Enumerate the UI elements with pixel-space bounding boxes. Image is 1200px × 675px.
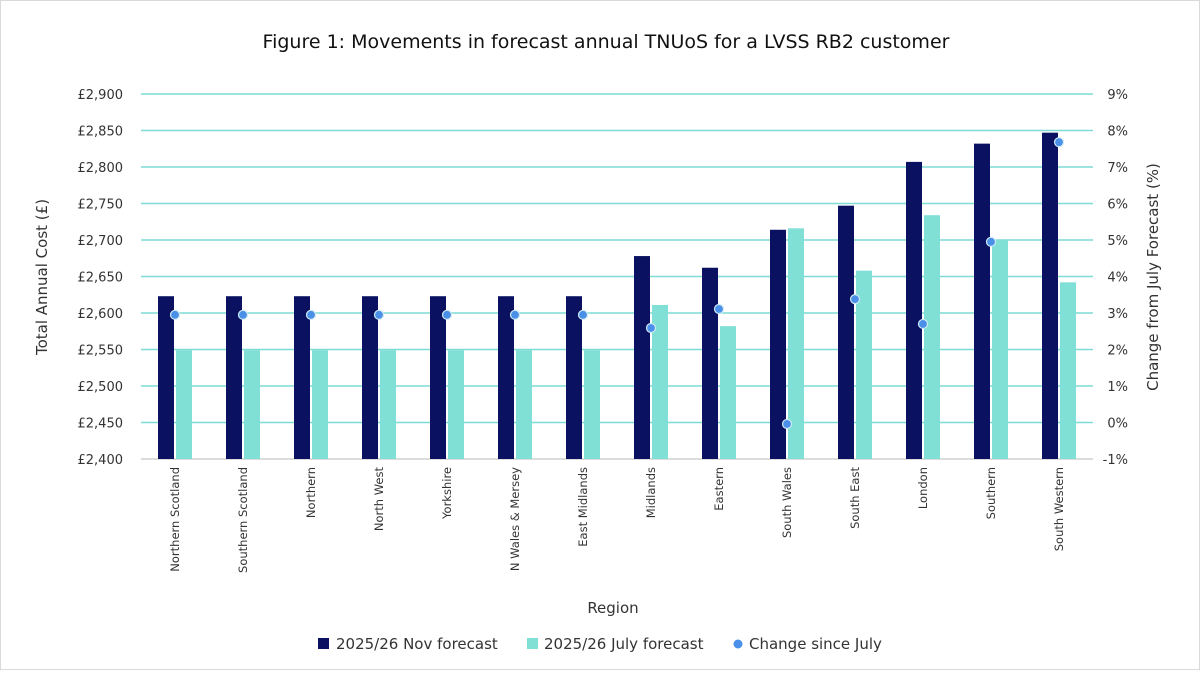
change-point bbox=[169, 309, 181, 320]
legend: 2025/26 Nov forecast 2025/26 July forecas… bbox=[318, 635, 882, 653]
x-tick-label: Midlands bbox=[644, 467, 658, 518]
x-tick-label: South Western bbox=[1052, 467, 1066, 551]
x-tick-label: N Wales & Mersey bbox=[508, 467, 522, 571]
x-tick-label: South East bbox=[848, 467, 862, 529]
y2-tick-label: 3% bbox=[1107, 307, 1128, 322]
x-tick-label: Eastern bbox=[712, 467, 726, 511]
bar-july-forecast bbox=[176, 350, 192, 459]
bar-july-forecast bbox=[720, 326, 736, 459]
x-tick-label: Yorkshire bbox=[440, 467, 454, 520]
y-tick-label: £2,600 bbox=[78, 307, 124, 322]
bar-july-forecast bbox=[516, 350, 532, 459]
y2-tick-label: 1% bbox=[1107, 380, 1128, 395]
y2-tick-label: -1% bbox=[1103, 453, 1128, 468]
x-tick-label: Northern Scotland bbox=[168, 467, 182, 572]
change-point bbox=[373, 309, 385, 320]
bar-nov-forecast bbox=[906, 161, 922, 459]
change-point bbox=[1053, 137, 1065, 148]
x-tick-label: East Midlands bbox=[576, 467, 590, 547]
bar-nov-forecast bbox=[158, 296, 174, 459]
bar-nov-forecast bbox=[362, 296, 378, 459]
y-tick-label: £2,400 bbox=[78, 453, 124, 468]
bar-nov-forecast bbox=[566, 296, 582, 459]
bar-nov-forecast bbox=[634, 256, 650, 459]
y2-tick-label: 2% bbox=[1107, 344, 1128, 359]
change-point bbox=[985, 236, 997, 247]
y2-tick-label: 6% bbox=[1107, 198, 1128, 213]
bar-july-forecast bbox=[788, 228, 804, 459]
bar-nov-forecast bbox=[294, 296, 310, 459]
y2-tick-label: 4% bbox=[1107, 271, 1128, 286]
bar-nov-forecast bbox=[430, 296, 446, 459]
y2-tick-label: 0% bbox=[1107, 417, 1128, 432]
change-point bbox=[917, 318, 929, 330]
change-point bbox=[441, 309, 453, 320]
bar-july-forecast bbox=[312, 350, 328, 459]
x-tick-label: Northern bbox=[304, 467, 318, 518]
x-tick-label: London bbox=[916, 467, 930, 509]
y-tick-label: £2,850 bbox=[78, 125, 124, 140]
bar-july-forecast bbox=[584, 350, 600, 459]
y-tick-label: £2,450 bbox=[78, 417, 124, 432]
y2-tick-label: 8% bbox=[1107, 125, 1128, 140]
bar-nov-forecast bbox=[838, 205, 854, 459]
x-axis-label: Region bbox=[587, 599, 638, 617]
y-tick-label: £2,550 bbox=[78, 344, 124, 359]
x-tick-label: Southern bbox=[984, 467, 998, 519]
bar-july-forecast bbox=[380, 350, 396, 459]
legend-swatch-change bbox=[733, 639, 743, 649]
change-point bbox=[849, 294, 861, 305]
bar-july-forecast bbox=[856, 270, 872, 459]
bar-july-forecast bbox=[924, 215, 940, 459]
bar-nov-forecast bbox=[770, 229, 786, 459]
chart-title: Figure 1: Movements in forecast annual T… bbox=[263, 31, 950, 53]
bar-nov-forecast bbox=[702, 267, 718, 459]
change-point bbox=[237, 309, 249, 320]
bar-july-forecast bbox=[652, 304, 668, 459]
bar-nov-forecast bbox=[498, 296, 514, 459]
y-tick-label: £2,800 bbox=[78, 161, 124, 176]
legend-label-change: Change since July bbox=[749, 635, 882, 653]
y-axis-label: Total Annual Cost (£) bbox=[33, 199, 51, 356]
bar-july-forecast bbox=[448, 350, 464, 459]
bar-nov-forecast bbox=[226, 296, 242, 459]
y2-tick-label: 7% bbox=[1107, 161, 1128, 176]
y2-axis-label: Change from July Forecast (%) bbox=[1144, 163, 1162, 391]
change-point bbox=[509, 309, 521, 320]
bar-nov-forecast bbox=[1042, 132, 1058, 459]
x-tick-label: North West bbox=[372, 467, 386, 532]
y-tick-label: £2,750 bbox=[78, 198, 124, 213]
change-point bbox=[713, 303, 725, 315]
x-tick-label: South Wales bbox=[780, 467, 794, 538]
y-tick-label: £2,700 bbox=[78, 234, 124, 249]
change-point bbox=[577, 309, 589, 320]
legend-swatch-july bbox=[527, 638, 538, 649]
legend-label-july: 2025/26 July forecast bbox=[544, 635, 704, 653]
y-tick-label: £2,500 bbox=[78, 380, 124, 395]
y-tick-label: £2,900 bbox=[78, 88, 124, 103]
bar-july-forecast bbox=[992, 240, 1008, 459]
x-tick-label: Southern Scotland bbox=[236, 467, 250, 573]
legend-label-nov: 2025/26 Nov forecast bbox=[336, 635, 498, 653]
y2-tick-label: 9% bbox=[1107, 88, 1128, 103]
y2-tick-label: 5% bbox=[1107, 234, 1128, 249]
change-point bbox=[305, 309, 317, 320]
y-tick-label: £2,650 bbox=[78, 271, 124, 286]
bar-july-forecast bbox=[1060, 282, 1076, 459]
change-point bbox=[645, 322, 657, 334]
bar-nov-forecast bbox=[974, 143, 990, 459]
legend-swatch-nov bbox=[318, 638, 329, 649]
change-point bbox=[781, 418, 793, 430]
bar-july-forecast bbox=[244, 350, 260, 459]
